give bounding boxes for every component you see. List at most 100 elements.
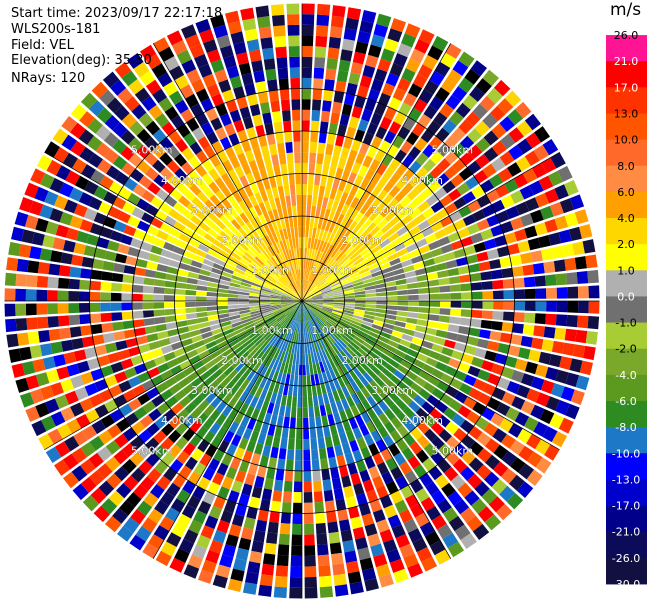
velocity-gate bbox=[309, 427, 317, 439]
velocity-gate bbox=[163, 467, 178, 482]
velocity-gate bbox=[261, 400, 270, 413]
colorbar-tick-label: -10.0 bbox=[612, 447, 640, 460]
velocity-gate bbox=[39, 204, 54, 219]
velocity-gate bbox=[128, 79, 144, 95]
velocity-gate bbox=[164, 376, 178, 388]
velocity-gate bbox=[232, 324, 244, 332]
velocity-gate bbox=[519, 185, 534, 200]
velocity-gate bbox=[448, 515, 465, 532]
velocity-gate bbox=[450, 308, 462, 317]
velocity-gate bbox=[423, 334, 436, 343]
velocity-gate bbox=[335, 326, 345, 334]
velocity-gate bbox=[219, 344, 231, 354]
velocity-gate bbox=[292, 281, 298, 292]
velocity-gate bbox=[63, 240, 76, 253]
velocity-gate bbox=[430, 151, 444, 165]
velocity-gate bbox=[533, 421, 549, 437]
velocity-gate bbox=[182, 428, 195, 442]
velocity-gate bbox=[371, 270, 383, 278]
velocity-gate bbox=[202, 186, 215, 199]
velocity-gate bbox=[241, 254, 253, 264]
velocity-gate bbox=[315, 416, 322, 428]
velocity-gate bbox=[361, 109, 373, 122]
velocity-gate bbox=[382, 82, 396, 97]
velocity-gate bbox=[161, 423, 175, 437]
velocity-gate bbox=[380, 206, 392, 218]
velocity-gate bbox=[244, 473, 256, 486]
velocity-gate bbox=[319, 404, 327, 417]
velocity-gate bbox=[311, 305, 322, 311]
velocity-gate bbox=[413, 394, 426, 407]
velocity-gate bbox=[457, 361, 471, 373]
velocity-gate bbox=[428, 180, 442, 193]
velocity-gate bbox=[331, 200, 340, 212]
velocity-gate bbox=[341, 398, 350, 410]
velocity-gate bbox=[403, 92, 417, 107]
velocity-gate bbox=[259, 455, 269, 468]
velocity-gate bbox=[303, 481, 312, 493]
velocity-gate bbox=[102, 332, 115, 343]
velocity-gate bbox=[332, 5, 346, 18]
velocity-gate bbox=[261, 309, 272, 315]
velocity-gate bbox=[198, 274, 210, 282]
velocity-gate bbox=[332, 329, 342, 339]
velocity-gate bbox=[251, 60, 264, 73]
velocity-gate bbox=[186, 118, 200, 132]
velocity-gate bbox=[187, 471, 202, 485]
velocity-gate bbox=[264, 247, 273, 258]
velocity-gate bbox=[234, 412, 245, 425]
velocity-gate bbox=[174, 389, 187, 402]
velocity-gate bbox=[132, 293, 143, 301]
velocity-gate bbox=[221, 198, 233, 211]
velocity-gate bbox=[341, 386, 351, 398]
velocity-gate bbox=[514, 289, 526, 299]
velocity-gate bbox=[141, 96, 157, 112]
velocity-gate bbox=[302, 297, 313, 301]
velocity-gate bbox=[271, 291, 282, 296]
velocity-gate bbox=[262, 284, 273, 290]
velocity-gate bbox=[93, 505, 110, 523]
velocity-gate bbox=[457, 405, 472, 419]
velocity-gate bbox=[178, 538, 194, 554]
velocity-gate bbox=[291, 301, 302, 305]
velocity-gate bbox=[159, 516, 175, 531]
velocity-gate bbox=[304, 587, 318, 599]
velocity-gate bbox=[384, 247, 397, 257]
velocity-gate bbox=[112, 155, 128, 170]
velocity-gate bbox=[311, 292, 322, 298]
velocity-gate bbox=[150, 245, 163, 255]
velocity-gate bbox=[329, 424, 338, 436]
velocity-gate bbox=[97, 159, 112, 174]
velocity-gate bbox=[333, 488, 344, 501]
velocity-gate bbox=[355, 226, 366, 238]
velocity-gate bbox=[196, 311, 208, 318]
velocity-gate bbox=[383, 323, 395, 330]
velocity-gate bbox=[270, 302, 281, 305]
velocity-gate bbox=[346, 266, 357, 274]
velocity-gate bbox=[370, 429, 382, 443]
velocity-gate bbox=[475, 153, 490, 169]
velocity-gate bbox=[279, 229, 285, 241]
velocity-gate bbox=[385, 457, 398, 471]
velocity-gate bbox=[259, 294, 271, 298]
velocity-gate bbox=[284, 287, 294, 295]
velocity-gate bbox=[45, 446, 62, 463]
velocity-gate bbox=[295, 292, 302, 301]
velocity-gate bbox=[287, 363, 292, 375]
velocity-gate bbox=[219, 275, 232, 282]
velocity-gate bbox=[132, 384, 146, 397]
velocity-gate bbox=[227, 293, 239, 298]
velocity-gate bbox=[270, 301, 281, 303]
velocity-gate bbox=[276, 57, 288, 69]
colorbar-segment bbox=[606, 427, 647, 454]
velocity-gate bbox=[313, 341, 319, 353]
velocity-gate bbox=[327, 391, 335, 404]
velocity-gate bbox=[217, 486, 230, 500]
velocity-gate bbox=[585, 254, 598, 269]
velocity-gate bbox=[271, 186, 279, 199]
velocity-gate bbox=[228, 133, 240, 146]
velocity-gate bbox=[177, 269, 189, 277]
velocity-gate bbox=[321, 288, 332, 294]
velocity-gate bbox=[542, 139, 559, 156]
velocity-gate bbox=[321, 197, 329, 209]
